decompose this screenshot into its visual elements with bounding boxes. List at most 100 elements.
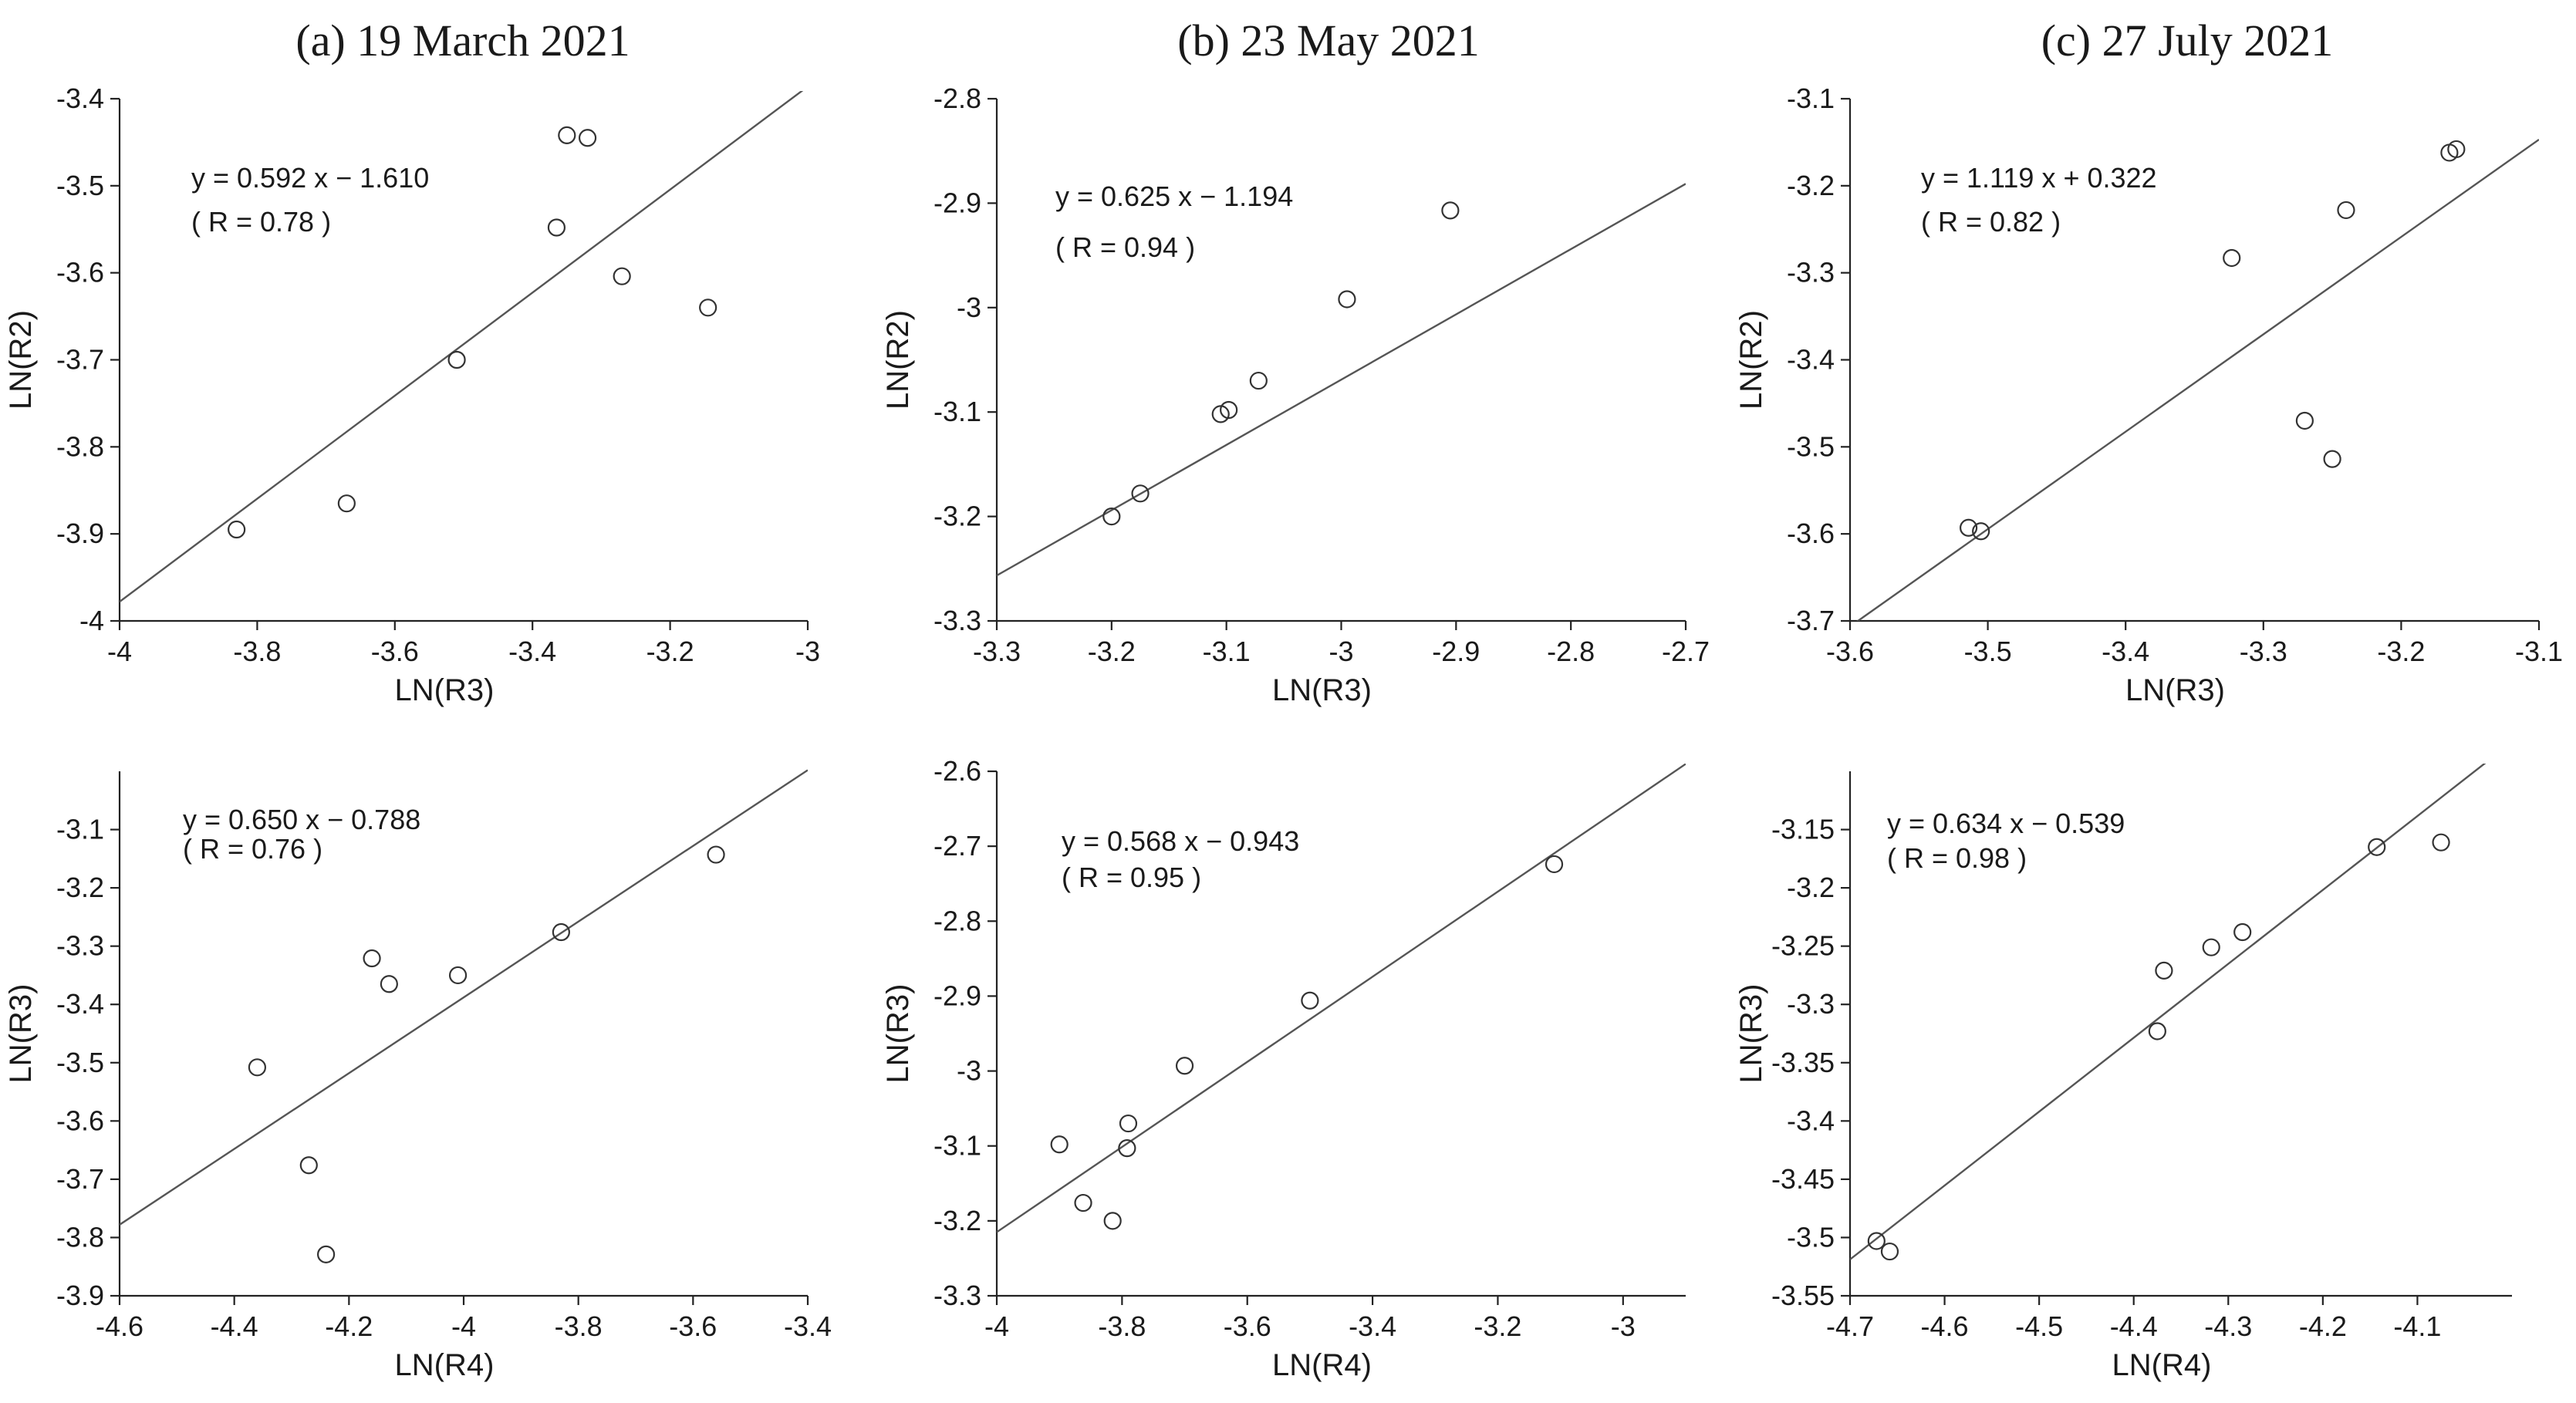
y-tick-label: -3 [957, 292, 981, 323]
data-point [2323, 450, 2341, 468]
y-tick-label: -4 [79, 605, 104, 636]
data-point [2447, 140, 2466, 159]
correlation-coefficient: ( R = 0.82 ) [1921, 206, 2061, 238]
data-point [1074, 1193, 1092, 1212]
y-axis-label: LN(R2) [881, 310, 915, 410]
correlation-coefficient: ( R = 0.94 ) [1055, 231, 1195, 263]
scatter-panel-2: -3.3 -3.2 -3.1 -3 -2.9 -2.8 -2.7 -3.3 -3.2 -3.1 -3… [881, 83, 1710, 707]
y-tick-label: -2.9 [934, 980, 981, 1011]
y-tick-label: -3.2 [1787, 170, 1835, 201]
scatter-panel-4: -4.6 -4.4 -4.2 -4 -3.8 -3.6 -3.4 -3.9 -3.8 -3.7 -3… [4, 769, 832, 1382]
data-point [1103, 1212, 1122, 1230]
y-tick-label: -3.55 [1771, 1280, 1835, 1311]
x-tick-label: -4.1 [2393, 1310, 2441, 1342]
x-axis-label: LN(R4) [1272, 1348, 1372, 1382]
x-tick-label: -3.3 [973, 636, 1021, 667]
data-point [2368, 838, 2386, 856]
y-tick-label: -2.8 [934, 83, 981, 114]
y-tick-label: -3.3 [1787, 988, 1835, 1020]
data-point [1050, 1135, 1069, 1154]
y-axis-label: LN(R2) [4, 310, 38, 410]
y-tick-label: -2.9 [934, 187, 981, 218]
x-tick-label: -3.4 [508, 636, 556, 667]
x-tick-label: -3.2 [1088, 636, 1136, 667]
data-point [1867, 1232, 1886, 1250]
scatter-panel-5: -4 -3.8 -3.6 -3.4 -3.2 -3 -3.3 -3.2 -3.1 -3 -2.9 -2… [881, 755, 1686, 1382]
y-tick-label: -3.25 [1771, 930, 1835, 962]
y-tick-label: -3.9 [56, 518, 104, 549]
data-point [1249, 371, 1268, 390]
data-point [228, 520, 246, 539]
x-tick-label: -3.6 [1826, 636, 1874, 667]
data-point [1131, 484, 1150, 503]
panels: -4 -3.8 -3.6 -3.4 -3.2 -3-4-3.9-3.8-3.7-3.6-3… [4, 83, 2563, 1382]
x-tick-label: -3.2 [647, 636, 694, 667]
data-point [317, 1245, 336, 1263]
scatter-panel-1: -4 -3.8 -3.6 -3.4 -3.2 -3 -4 -3.9 -3.8 -3.7 -3.6 -3… [4, 83, 820, 707]
data-point [2233, 922, 2252, 942]
x-tick-label: -3.6 [371, 636, 419, 667]
column-title-c: (c) 27 July 2021 [2041, 15, 2334, 66]
x-tick-label: -2.9 [1432, 636, 1480, 667]
data-point [2432, 833, 2450, 852]
y-tick-label: -3.5 [1787, 1221, 1835, 1253]
x-tick-label: -4.5 [2015, 1310, 2063, 1342]
data-point [1972, 522, 1990, 541]
data-point [380, 975, 398, 993]
y-tick-label: -3.3 [934, 605, 981, 636]
data-point [447, 350, 466, 369]
x-tick-label: -3.1 [2515, 636, 2563, 667]
data-point [363, 949, 381, 968]
regression-equation: y = 0.568 x − 0.943 [1062, 825, 1299, 857]
y-tick-label: -3.2 [1787, 872, 1835, 903]
y-tick-label: -3.1 [1787, 83, 1835, 114]
x-tick-label: -2.8 [1547, 636, 1595, 667]
y-tick-label: -3.5 [56, 170, 104, 201]
correlation-coefficient: ( R = 0.76 ) [183, 833, 322, 865]
data-point [2295, 411, 2314, 430]
regression-equation: y = 0.650 x − 0.788 [183, 804, 420, 835]
regression-line [997, 183, 1686, 577]
y-tick-label: -3.6 [1787, 518, 1835, 549]
x-tick-label: -3.4 [2102, 636, 2149, 667]
x-tick-label: -3.4 [784, 1310, 832, 1342]
x-tick-label: -3.3 [2240, 636, 2287, 667]
x-tick-label: -4.4 [2110, 1310, 2158, 1342]
x-tick-label: -4.6 [1921, 1310, 1969, 1342]
data-point [448, 966, 468, 985]
x-axis-label: LN(R4) [395, 1348, 495, 1382]
x-tick-label: -4.2 [2299, 1310, 2347, 1342]
y-tick-label: -3 [957, 1055, 981, 1087]
y-tick-label: -3.4 [1787, 1105, 1835, 1136]
regression-equation: y = 0.592 x − 1.610 [191, 162, 429, 194]
y-tick-label: -3.8 [56, 430, 104, 462]
x-tick-label: -4 [451, 1310, 476, 1342]
data-point [1301, 991, 1319, 1010]
x-tick-label: -4.6 [96, 1310, 143, 1342]
y-tick-label: -3.7 [56, 1163, 104, 1195]
y-axis-label: LN(R3) [1734, 984, 1768, 1084]
y-tick-label: -3.6 [56, 1105, 104, 1136]
data-point [707, 845, 725, 864]
data-point [1175, 1057, 1194, 1075]
regression-equation: y = 1.119 x + 0.322 [1921, 162, 2157, 194]
y-tick-label: -3.1 [934, 1130, 981, 1162]
data-point [248, 1058, 266, 1077]
data-point [1441, 201, 1460, 220]
x-axis-label: LN(R3) [2125, 673, 2225, 707]
x-tick-label: -4.3 [2204, 1310, 2252, 1342]
y-tick-label: -3.4 [1787, 344, 1835, 376]
x-tick-label: -4 [984, 1310, 1009, 1342]
regression-line [1856, 138, 2539, 621]
data-point [2223, 248, 2241, 268]
y-tick-label: -3.8 [56, 1221, 104, 1253]
data-point [2202, 938, 2220, 956]
y-tick-label: -3.3 [56, 930, 104, 962]
regression-line [1850, 764, 2487, 1260]
data-point [1880, 1242, 1899, 1261]
data-point [1119, 1114, 1138, 1133]
regression-line [120, 769, 808, 1226]
data-point [1102, 507, 1121, 526]
y-tick-label: -3.7 [1787, 605, 1835, 636]
y-tick-label: -3.5 [1787, 430, 1835, 462]
